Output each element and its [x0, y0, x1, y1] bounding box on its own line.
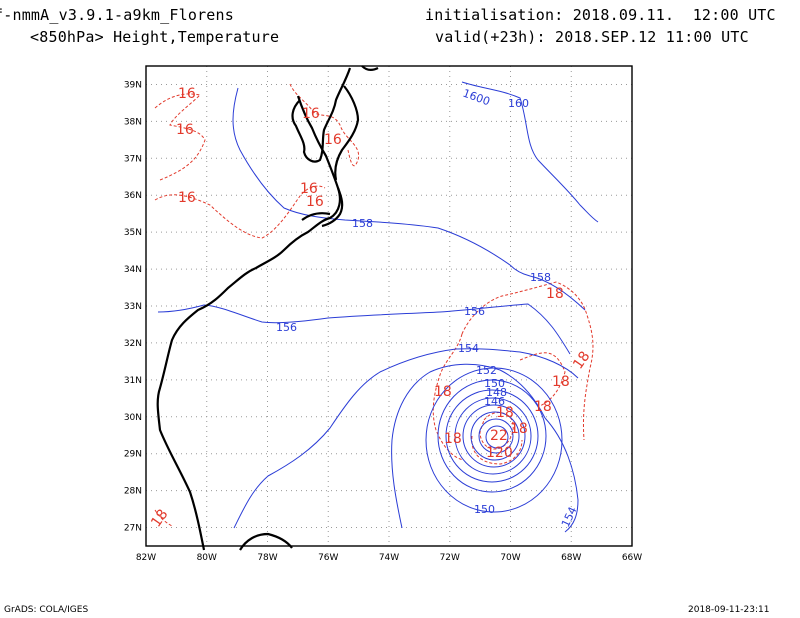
- lat-tick-label: 31N: [124, 376, 142, 386]
- longitude-tick-labels: 82W 80W 78W 76W 74W 72W 70W 68W 66W: [136, 553, 642, 563]
- temp-label: 22: [490, 428, 508, 444]
- temp-label: 18: [444, 431, 462, 447]
- map-frame: [145, 65, 633, 547]
- height-label: 152: [476, 364, 497, 377]
- temp-label: 16: [176, 122, 194, 138]
- height-contour-150: [425, 367, 563, 513]
- lat-lon-grid: [146, 66, 632, 546]
- delmarva-shore: [334, 85, 360, 181]
- height-contour-148: [437, 379, 547, 493]
- lon-tick-label: 68W: [561, 553, 581, 563]
- coastline: [156, 65, 379, 551]
- lon-tick-label: 66W: [622, 553, 642, 563]
- height-label: 150: [484, 377, 505, 390]
- temp-label: 18: [570, 349, 593, 373]
- sound-shore: [301, 212, 331, 221]
- latitude-tick-labels: 27N 28N 29N 30N 31N 32N 33N 34N 35N 36N 37N 38N 39N: [124, 80, 142, 533]
- temp-label: 16: [178, 190, 196, 206]
- height-contour-138: [478, 418, 514, 454]
- height-label: 148: [486, 386, 507, 399]
- lon-tick-label: 80W: [197, 553, 217, 563]
- height-contour-142: [462, 404, 526, 468]
- height-contours: [157, 81, 599, 533]
- height-label: 156: [276, 321, 297, 334]
- temp-label: 18: [496, 405, 514, 421]
- temp-label: 18: [510, 421, 528, 437]
- model-title: f-nmmA_v3.9.1-a9km_Florens: [0, 6, 234, 24]
- temp-label: 120: [486, 445, 513, 461]
- lon-tick-label: 78W: [257, 553, 277, 563]
- init-time: initialisation: 2018.09.11. 12:00 UTC: [425, 6, 776, 24]
- temp-contour-18-south: [154, 509, 173, 527]
- temperature-labels: 16 16 16 16 16 16 16 18 18 18 18 18 18 1…: [148, 86, 593, 530]
- temp-label: 18: [552, 374, 570, 390]
- temp-contour-16-bay: [289, 83, 360, 167]
- footer-timestamp: 2018-09-11-23:11: [688, 605, 770, 615]
- temp-label: 18: [546, 286, 564, 302]
- footer-credit: GrADS: COLA/IGES: [4, 605, 89, 615]
- temperature-contours: [154, 83, 594, 527]
- height-label: 146: [484, 395, 505, 408]
- height-contour-146: [445, 389, 539, 483]
- lon-tick-label: 74W: [379, 553, 399, 563]
- lat-tick-label: 28N: [124, 487, 142, 497]
- temp-label: 16: [302, 106, 320, 122]
- height-label: 154: [458, 342, 479, 355]
- height-contour-136: [485, 425, 509, 449]
- height-contour-160: [461, 81, 599, 223]
- valid-time: valid(+23h): 2018.SEP.12 11:00 UTC: [435, 28, 749, 46]
- bahamas-coast: [239, 532, 293, 551]
- temp-label: 16: [306, 194, 324, 210]
- temp-contour-core2: [471, 435, 523, 465]
- temp-label: 18: [434, 384, 452, 400]
- lat-tick-label: 29N: [124, 450, 142, 460]
- temp-label: 18: [148, 507, 171, 531]
- nj-shore: [361, 65, 379, 72]
- lat-tick-label: 38N: [124, 117, 142, 127]
- lat-tick-label: 37N: [124, 154, 142, 164]
- height-contour-156: [157, 303, 571, 355]
- east-coast-line: [156, 95, 341, 551]
- chesapeake-shore: [291, 67, 352, 163]
- lat-tick-label: 34N: [124, 265, 142, 275]
- lat-tick-label: 30N: [124, 413, 142, 423]
- height-label: 156: [464, 305, 485, 318]
- height-label: 158: [352, 217, 373, 230]
- height-label: 1600: [461, 87, 492, 109]
- temp-contour-16-west: [154, 185, 326, 239]
- height-label: 150: [474, 503, 495, 516]
- height-label: 160: [508, 97, 529, 110]
- temp-label: 18: [534, 399, 552, 415]
- lat-tick-label: 35N: [124, 228, 142, 238]
- temp-label: 16: [178, 86, 196, 102]
- lat-tick-label: 27N: [124, 524, 142, 534]
- height-contour-154: [233, 348, 579, 529]
- lat-tick-label: 33N: [124, 302, 142, 312]
- height-contour-140: [470, 411, 520, 461]
- temp-label: 16: [300, 181, 318, 197]
- temp-label: 16: [324, 132, 342, 148]
- height-label: 154: [559, 505, 580, 530]
- lon-tick-label: 72W: [440, 553, 460, 563]
- height-contour-152b: [544, 417, 579, 533]
- lon-tick-label: 76W: [318, 553, 338, 563]
- temp-contour-16-north: [154, 93, 206, 181]
- lon-tick-label: 70W: [500, 553, 520, 563]
- height-label: 158: [530, 271, 551, 284]
- outer-banks: [321, 187, 344, 228]
- lat-tick-label: 36N: [124, 191, 142, 201]
- lat-tick-label: 32N: [124, 339, 142, 349]
- height-contour-158: [232, 87, 586, 311]
- field-title: <850hPa> Height,Temperature: [30, 28, 280, 46]
- height-contour-144: [454, 397, 532, 475]
- height-contour-152: [391, 363, 546, 529]
- lon-tick-label: 82W: [136, 553, 156, 563]
- lat-tick-label: 39N: [124, 80, 142, 90]
